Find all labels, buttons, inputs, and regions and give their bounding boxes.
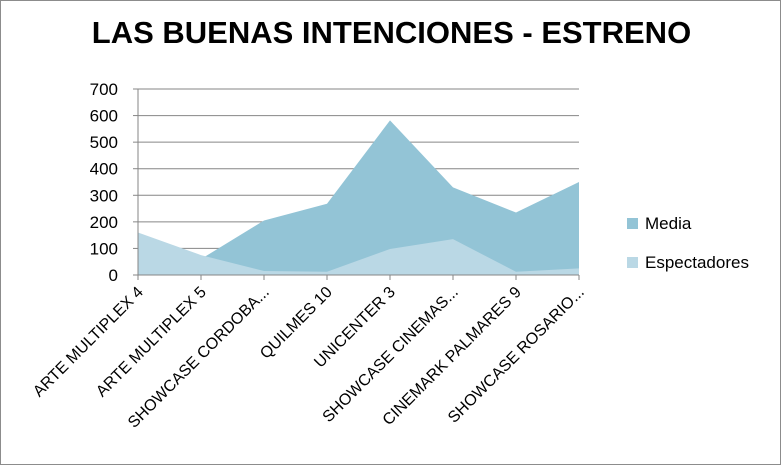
area-series-media	[138, 120, 579, 276]
y-tick-label: 100	[90, 239, 118, 258]
y-tick-label: 700	[90, 80, 118, 99]
legend-swatch-espectadores	[627, 257, 638, 268]
chart-title: LAS BUENAS INTENCIONES - ESTRENO	[91, 15, 692, 50]
y-tick-label: 300	[90, 186, 118, 205]
x-tick-label: SHOWCASE ROSARIO...	[445, 284, 588, 427]
area-series-espectadores	[138, 232, 579, 275]
y-tick-label: 200	[90, 213, 118, 232]
x-tick-label: ARTE MULTIPLEX 5	[93, 284, 210, 401]
axes	[133, 88, 580, 280]
y-tick-label: 400	[90, 160, 118, 179]
y-tick-label: 500	[90, 133, 118, 152]
y-axis-ticks: 0 100 200 300 400 500 600 700	[90, 80, 118, 285]
y-tick-label: 0	[109, 266, 118, 285]
x-tick-label: ARTE MULTIPLEX 4	[30, 284, 147, 401]
legend-label-media: Media	[645, 214, 692, 233]
series-areas	[138, 120, 579, 276]
legend-label-espectadores: Espectadores	[645, 253, 749, 272]
legend: Media Espectadores	[627, 214, 749, 272]
legend-swatch-media	[627, 218, 638, 229]
y-tick-label: 600	[90, 107, 118, 126]
